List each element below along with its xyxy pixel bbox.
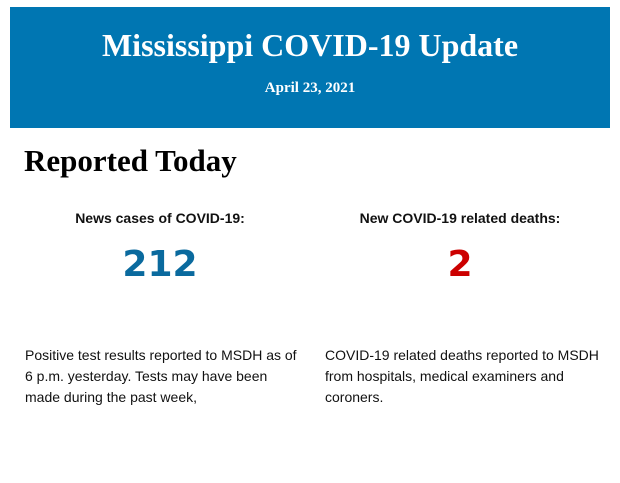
new-cases-value: 212	[122, 244, 198, 285]
new-deaths-value: 2	[447, 244, 473, 285]
update-date: April 23, 2021	[264, 80, 356, 96]
new-deaths-description: COVID-19 related deaths reported to MSDH…	[325, 347, 599, 405]
page-title: Mississippi COVID-19 Update	[101, 27, 519, 63]
new-deaths-label: New COVID-19 related deaths:	[359, 210, 561, 226]
section-title: Reported Today	[24, 143, 237, 178]
new-cases-description: Positive test results reported to MSDH a…	[25, 347, 297, 405]
new-cases-label: News cases of COVID-19:	[75, 210, 245, 226]
new-deaths-stat: New COVID-19 related deaths: 2	[315, 210, 605, 285]
new-cases-stat: News cases of COVID-19: 212	[15, 210, 305, 285]
header-banner: Mississippi COVID-19 Update April 23, 20…	[10, 7, 610, 128]
